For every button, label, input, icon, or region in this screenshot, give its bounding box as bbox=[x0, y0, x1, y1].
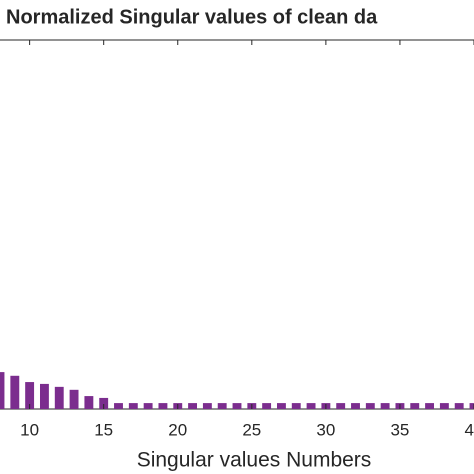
bar bbox=[143, 403, 153, 409]
bar bbox=[469, 403, 474, 409]
bar bbox=[114, 403, 123, 409]
x-tick-label: 30 bbox=[316, 420, 335, 439]
bar bbox=[128, 403, 138, 409]
bar bbox=[365, 403, 375, 409]
x-tick-label: 25 bbox=[242, 420, 261, 439]
bar bbox=[158, 403, 168, 409]
bar bbox=[425, 403, 435, 409]
bar bbox=[54, 386, 64, 409]
bar bbox=[0, 372, 5, 409]
bar bbox=[336, 403, 346, 409]
bar bbox=[351, 403, 360, 409]
x-tick-label: 35 bbox=[390, 420, 409, 439]
x-tick-label: 40 bbox=[465, 420, 474, 439]
bar bbox=[454, 403, 464, 409]
bar bbox=[291, 403, 301, 409]
bar bbox=[306, 403, 316, 409]
bar bbox=[262, 403, 272, 409]
bar bbox=[10, 375, 20, 409]
bar bbox=[69, 389, 79, 409]
x-axis-label: Singular values Numbers bbox=[137, 449, 372, 472]
bar bbox=[84, 396, 94, 409]
bar bbox=[232, 403, 242, 409]
bar bbox=[99, 397, 109, 409]
x-tick-label: 10 bbox=[20, 420, 39, 439]
bar bbox=[25, 382, 35, 409]
bar bbox=[202, 403, 212, 409]
bar bbox=[188, 403, 198, 409]
x-tick-label: 20 bbox=[168, 420, 187, 439]
bar bbox=[276, 403, 286, 409]
bar bbox=[410, 403, 420, 409]
bar bbox=[439, 403, 449, 409]
x-tick-label: 15 bbox=[94, 420, 113, 439]
bar bbox=[380, 403, 390, 409]
chart-title: Normalized Singular values of clean da bbox=[6, 6, 378, 28]
bar bbox=[217, 403, 227, 409]
bar bbox=[39, 383, 49, 409]
